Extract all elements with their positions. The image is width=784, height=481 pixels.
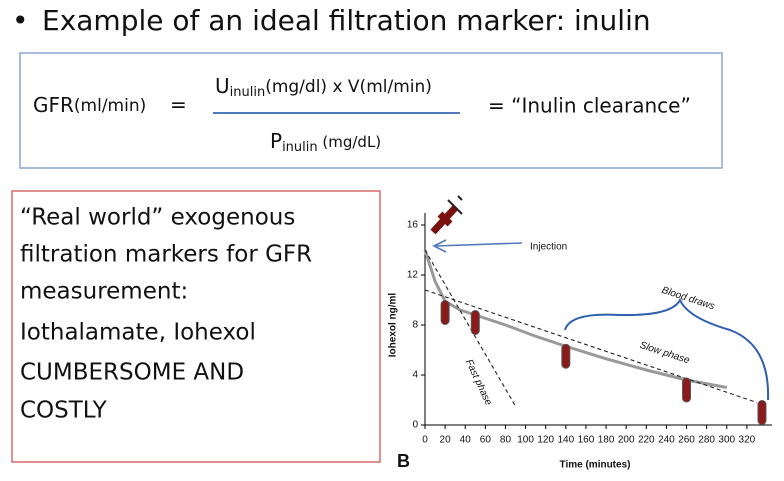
numerator: Uinulin(mg/dl) x V(ml/min) <box>215 74 432 100</box>
num-rest: (mg/dl) x V(ml/min) <box>265 77 432 97</box>
note-line: COSTLY <box>20 398 108 424</box>
syringe-icon <box>430 205 458 235</box>
series-line <box>423 249 728 389</box>
y-axis-label: Iohexol ng/ml <box>388 293 399 358</box>
series-line <box>424 249 517 407</box>
x-tick-label: 180 <box>598 435 615 446</box>
x-axis-label: Time (minutes) <box>560 460 631 471</box>
series-line <box>424 289 758 404</box>
injection-arrow <box>432 239 523 253</box>
brace <box>564 297 770 401</box>
panel-label: B <box>397 451 410 471</box>
y-tick-label: 0 <box>412 420 418 431</box>
note-line: measurement: <box>20 279 188 305</box>
x-tick-label: 0 <box>422 435 428 446</box>
y-tick-label: 16 <box>407 220 419 231</box>
annotation: Injection <box>530 242 567 253</box>
x-tick-label: 280 <box>698 435 715 446</box>
formula-rhs: = “Inulin clearance” <box>488 94 691 118</box>
bullet-dot: • <box>12 4 29 37</box>
x-tick-label: 60 <box>480 435 492 446</box>
x-tick-label: 240 <box>658 435 675 446</box>
formula-lhs: GFR(ml/min) <box>33 93 146 117</box>
blood-tube <box>682 377 692 403</box>
y-tick-label: 8 <box>412 320 418 331</box>
note-line: filtration markers for GFR <box>20 242 312 268</box>
bullet-text: Example of an ideal filtration marker: i… <box>42 4 651 37</box>
lhs-unit: (ml/min) <box>74 96 146 116</box>
denominator: Pinulin (mg/dL) <box>270 129 381 155</box>
x-tick-label: 320 <box>739 435 756 446</box>
x-tick-label: 260 <box>678 435 695 446</box>
y-tick-label: 12 <box>407 270 419 281</box>
blood-tube <box>470 310 480 335</box>
x-tick-label: 300 <box>718 435 735 446</box>
den-rest: (mg/dL) <box>318 133 382 151</box>
note-line: CUMBERSOME AND <box>20 360 244 386</box>
num-symbol: U <box>215 74 230 98</box>
x-tick-label: 140 <box>557 435 574 446</box>
lhs: GFR <box>33 93 74 117</box>
equals: = <box>170 93 187 117</box>
blood-tube <box>757 400 767 425</box>
formula-box <box>19 52 723 169</box>
num-sub: inulin <box>230 85 266 100</box>
blood-tube <box>440 300 450 325</box>
note-lines: “Real world” exogenous filtration markers… <box>20 205 312 424</box>
x-tick-label: 160 <box>578 435 595 446</box>
x-tick-label: 100 <box>517 435 534 446</box>
blood-tube <box>561 343 571 369</box>
x-tick-label: 120 <box>537 435 554 446</box>
syringe-plunger <box>447 195 463 215</box>
note-box <box>11 190 381 463</box>
x-tick-label: 20 <box>440 435 452 446</box>
den-symbol: P <box>270 129 282 153</box>
note-line: Iothalamate, Iohexol <box>20 320 256 346</box>
den-sub: inulin <box>282 140 318 155</box>
y-tick-label: 4 <box>412 370 418 381</box>
x-tick-label: 220 <box>638 435 655 446</box>
note-line: “Real world” exogenous <box>20 205 295 231</box>
annotation: Slow phase <box>638 340 691 367</box>
x-tick-label: 200 <box>618 435 635 446</box>
annotation: Fast phase <box>463 358 494 408</box>
x-tick-label: 80 <box>500 435 512 446</box>
x-tick-label: 40 <box>460 435 472 446</box>
